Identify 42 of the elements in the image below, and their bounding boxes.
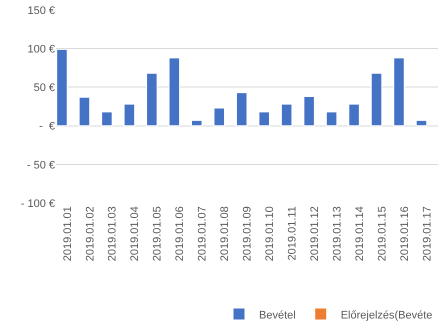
x-tick-label: 2019.01.09 (242, 206, 254, 262)
x-tick-label: 2019.01.06 (174, 206, 186, 262)
bar (146, 72, 158, 126)
x-tick-label: 2019.01.14 (354, 206, 366, 262)
y-tick-label: 150 € (27, 4, 55, 17)
bar (416, 120, 428, 126)
bar (258, 111, 270, 126)
bar (280, 104, 292, 126)
bar (78, 96, 90, 126)
bar (124, 104, 136, 126)
bar (303, 96, 315, 126)
y-tick-label: - 50 € (26, 159, 55, 172)
bar (191, 120, 203, 126)
x-tick-label: 2019.01.05 (152, 206, 164, 262)
y-tick-label: 50 € (34, 82, 55, 94)
x-tick-label: 2019.01.10 (264, 206, 276, 262)
y-tick-label: - € (39, 120, 55, 133)
x-tick-label: 2019.01.12 (308, 206, 321, 262)
x-tick-label: 2019.01.03 (106, 206, 119, 262)
x-tick-label: 2019.01.16 (398, 206, 411, 262)
y-tick-label: 100 € (27, 43, 55, 56)
x-tick-label: 2019.01.17 (421, 206, 434, 262)
x-tick-label: 2019.01.15 (376, 206, 388, 262)
y-tick-label: - 100 € (20, 198, 55, 210)
x-tick-label: 2019.01.02 (84, 206, 96, 262)
bar (370, 72, 382, 126)
x-tick-label: 2019.01.01 (62, 206, 74, 262)
legend-label: Bevétel (259, 309, 296, 322)
bar (348, 104, 360, 126)
x-tick-label: 2019.01.13 (331, 206, 344, 262)
x-tick-label: 2019.01.04 (129, 206, 142, 262)
bar (168, 57, 180, 126)
bar (56, 48, 68, 126)
legend-label: Előrejelzés(Bevéte (340, 309, 432, 322)
bar (326, 111, 338, 126)
x-tick-label: 2019.01.07 (196, 206, 209, 262)
bar (236, 92, 248, 126)
bar (213, 108, 226, 126)
x-tick-label: 2019.01.11 (286, 206, 299, 260)
x-tick-label: 2019.01.08 (219, 206, 232, 262)
bar (101, 111, 113, 126)
bar (393, 57, 405, 126)
